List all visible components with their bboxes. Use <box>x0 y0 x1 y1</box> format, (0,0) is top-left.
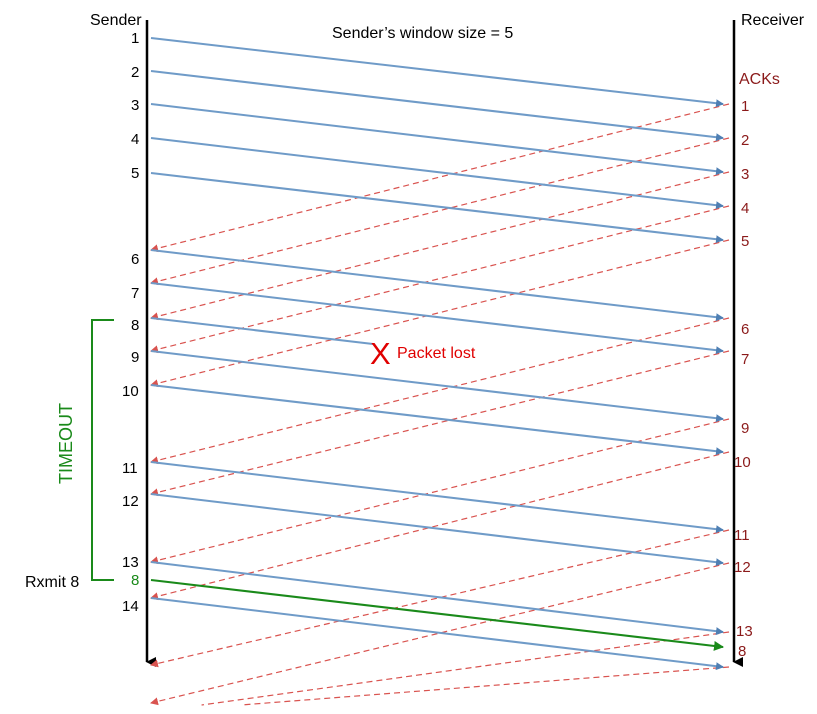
packet-arrow <box>150 561 724 636</box>
sender-seq-label: 3 <box>131 97 139 114</box>
packet-lines <box>150 37 724 671</box>
packet-arrow <box>150 493 724 567</box>
rxmit-label: Rxmit 8 <box>25 574 79 591</box>
packet-arrow <box>150 282 724 355</box>
sender-seq-label: 7 <box>131 285 139 302</box>
window-size-title: Sender’s window size = 5 <box>332 25 513 42</box>
ack-arrow <box>150 205 730 354</box>
ack-seq-label: 8 <box>738 643 746 660</box>
packet-arrow <box>150 103 724 176</box>
sender-seq-label: 5 <box>131 165 139 182</box>
packet-arrow <box>150 597 724 671</box>
ack-arrow <box>150 529 730 668</box>
packet-arrow <box>150 350 724 423</box>
packet-arrow <box>150 461 724 534</box>
sender-label: Sender <box>90 12 142 29</box>
packet-arrow <box>150 37 724 108</box>
ack-seq-label: 4 <box>741 200 749 217</box>
packet-arrow <box>150 317 374 345</box>
packet-arrow <box>150 172 724 244</box>
sender-seq-label: 11 <box>122 460 138 477</box>
ack-arrow <box>240 666 730 706</box>
ack-seq-label: 12 <box>734 559 751 576</box>
ack-seq-label: 7 <box>741 351 749 368</box>
packet-arrow <box>150 137 724 210</box>
ack-seq-label: 6 <box>741 321 749 338</box>
packet-arrow <box>150 249 724 322</box>
ack-seq-label: 2 <box>741 132 749 149</box>
sender-seq-label: 6 <box>131 251 139 268</box>
packet-arrow <box>150 384 724 456</box>
ack-seq-label: 11 <box>734 527 750 544</box>
ack-lines <box>150 103 730 706</box>
packet-arrow <box>150 70 724 142</box>
lost-mark: X <box>370 336 391 371</box>
ack-arrow <box>201 631 730 706</box>
sender-seq-label: 14 <box>122 598 139 615</box>
ack-arrow <box>150 171 730 321</box>
sender-seq-label: 2 <box>131 64 139 81</box>
timeout-label: TIMEOUT <box>56 403 76 484</box>
acks-label: ACKs <box>739 71 780 88</box>
ack-seq-label: 9 <box>741 420 749 437</box>
ack-seq-label: 10 <box>734 454 751 471</box>
sender-seq-label: 9 <box>131 349 139 366</box>
sender-seq-label: 10 <box>122 383 139 400</box>
sender-seq-label: 4 <box>131 131 139 148</box>
ack-seq-label: 5 <box>741 233 749 250</box>
sender-seq-label: 8 <box>131 317 139 334</box>
ack-arrow <box>150 103 730 253</box>
sender-seq-label: 12 <box>122 493 139 510</box>
ack-arrow <box>150 562 730 706</box>
ack-arrow <box>150 239 730 388</box>
ack-seq-label: 3 <box>741 166 749 183</box>
ack-arrow <box>150 317 730 465</box>
retransmit-arrow <box>150 579 724 651</box>
packet-lost-label: Packet lost <box>397 345 476 362</box>
ack-arrow <box>150 451 730 601</box>
ack-seq-label: 1 <box>741 98 749 115</box>
sender-seq-label: 13 <box>122 554 139 571</box>
sender-seq-label: 1 <box>131 30 139 47</box>
ack-arrow <box>150 418 730 565</box>
ack-seq-label: 13 <box>736 623 753 640</box>
timeout-bracket <box>91 319 114 581</box>
sender-retransmit-label: 8 <box>131 572 139 589</box>
receiver-label: Receiver <box>741 12 805 29</box>
